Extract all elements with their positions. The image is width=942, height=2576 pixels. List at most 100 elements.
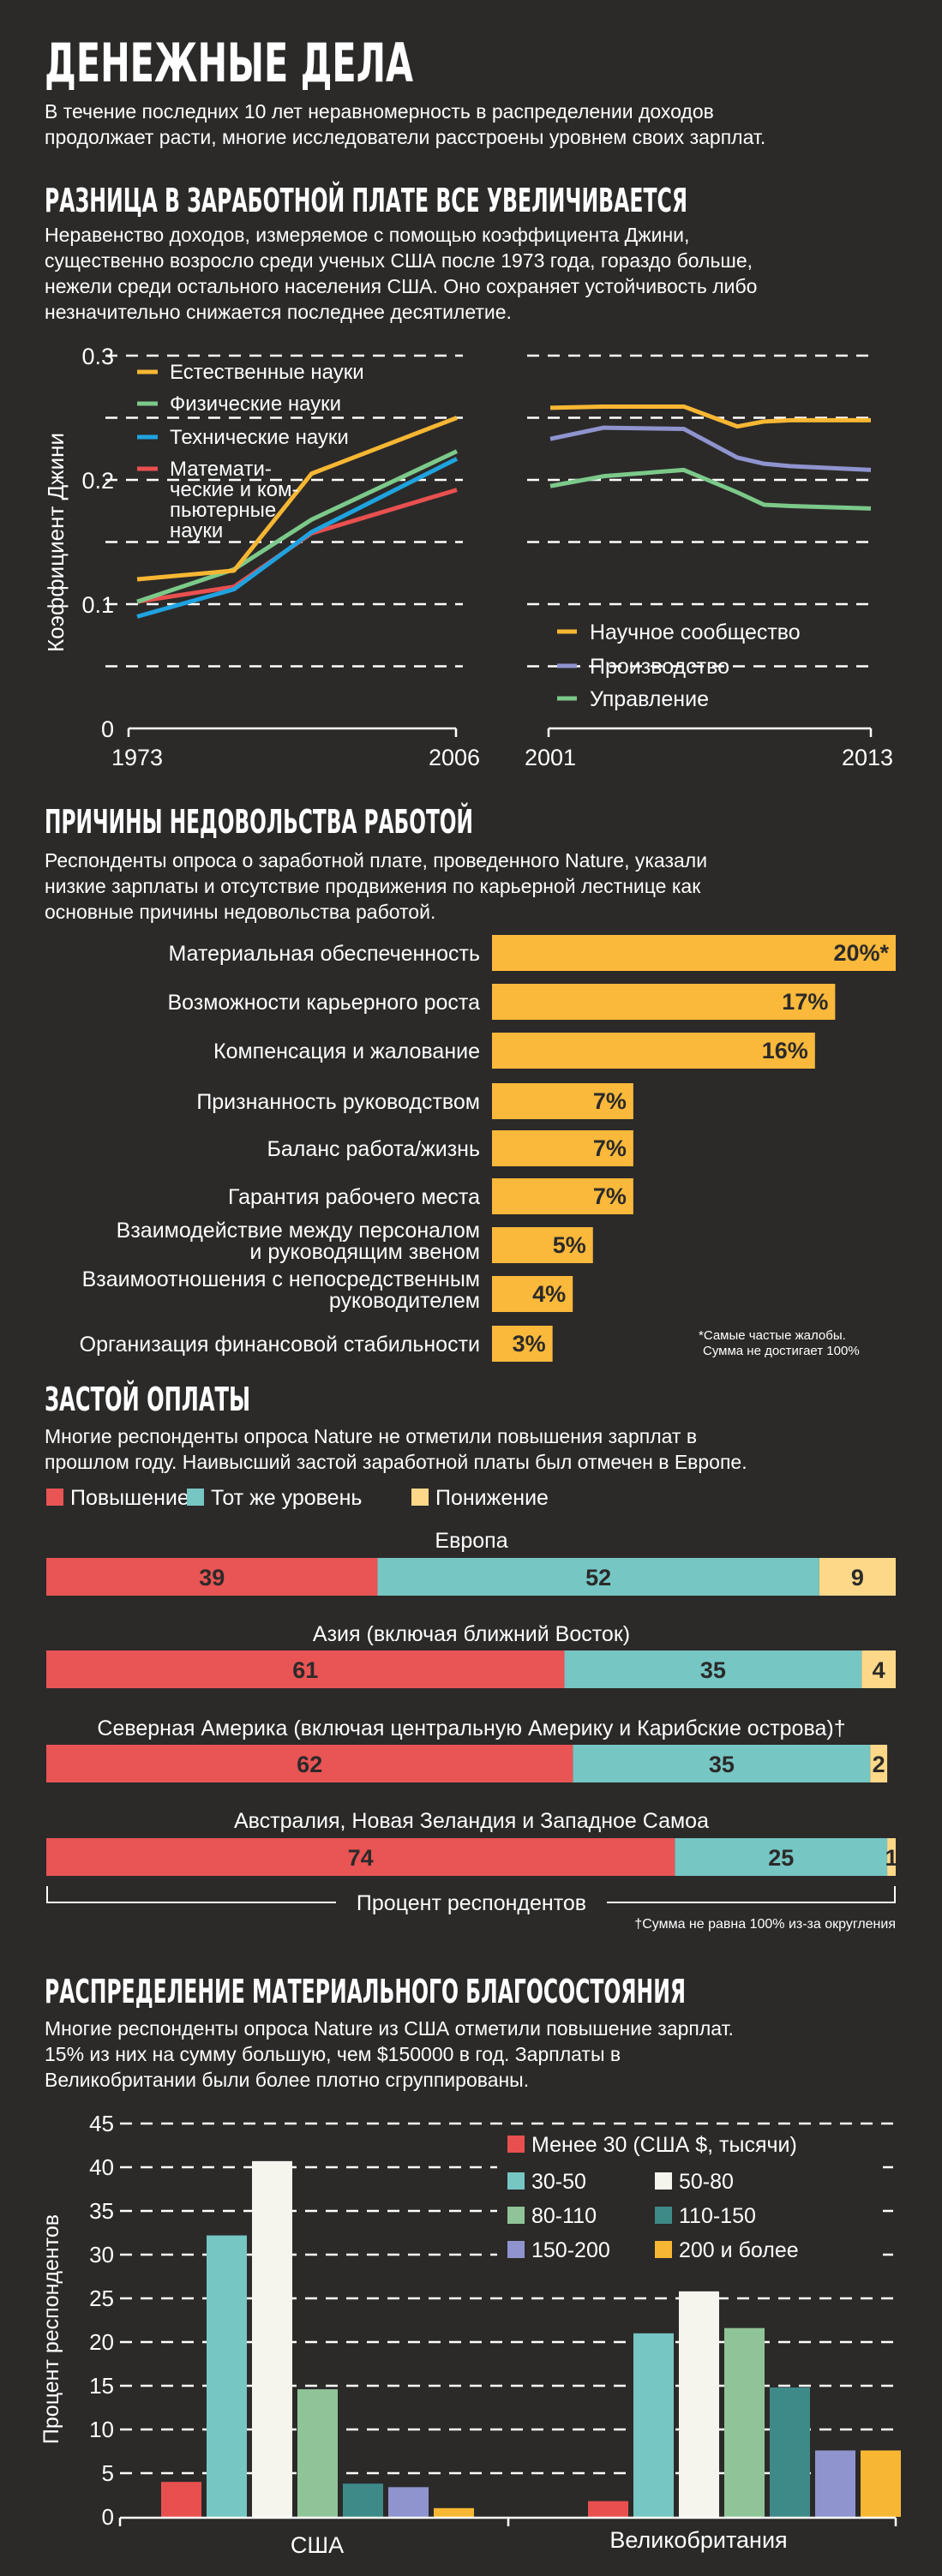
line-series xyxy=(136,449,459,604)
group-title: Австралия, Новая Зеландия и Западное Сам… xyxy=(234,1809,709,1833)
bar-value-label: 7% xyxy=(593,1135,627,1161)
section-title-dissatisfaction: ПРИЧИНЫ НЕДОВОЛЬСТВА РАБОТОЙ xyxy=(45,803,473,841)
bar-category-label: Взаимодействие между персоналом xyxy=(117,1219,480,1243)
bar-category-label: Компенсация и жалование xyxy=(213,1039,480,1063)
legend-swatch xyxy=(655,2172,672,2190)
bar-value-label: 7% xyxy=(593,1183,627,1209)
bar xyxy=(492,984,836,1020)
legend-label: Повышение xyxy=(70,1486,189,1510)
bar-category-label: Гарантия рабочего места xyxy=(228,1185,480,1209)
line-series xyxy=(549,467,872,511)
section3-text-2: прошлом году. Наивысший застой заработно… xyxy=(45,1451,747,1473)
segment-value-label: 9 xyxy=(851,1565,864,1591)
stacked-segment xyxy=(887,1838,896,1876)
bar xyxy=(861,2450,901,2517)
bar xyxy=(492,1130,633,1166)
legend-swatch xyxy=(507,2207,525,2224)
bar-category-label: Возможности карьерного роста xyxy=(167,991,480,1015)
segment-value-label: 62 xyxy=(297,1752,322,1777)
bar xyxy=(633,2333,674,2517)
y-tick-label: 30 xyxy=(89,2242,114,2267)
stacked-segment xyxy=(46,1838,675,1876)
bar xyxy=(815,2450,855,2517)
legend-label: Научное сообщество xyxy=(590,620,801,644)
legend-label: Управление xyxy=(590,687,709,711)
x-axis-label: Процент респондентов xyxy=(357,1891,586,1915)
x-tick-label: 2006 xyxy=(429,745,480,770)
line-series xyxy=(136,457,459,619)
bar-category-label: Баланс работа/жизнь xyxy=(267,1137,480,1161)
line-series xyxy=(136,416,458,582)
x-category-label: Великобритания xyxy=(609,2527,787,2553)
stacked-segment xyxy=(870,1745,888,1782)
section4-text-3: Великобритании были более плотно сгруппи… xyxy=(45,2069,529,2091)
line-series xyxy=(549,425,872,472)
bar xyxy=(207,2235,247,2517)
section2-text-3: основные причины недовольства работой. xyxy=(45,901,435,923)
bar-category-label: Материальная обеспеченность xyxy=(169,942,481,966)
segment-value-label: 61 xyxy=(292,1657,318,1683)
section4-text-1: Многие респонденты опроса Nature из США … xyxy=(45,2017,734,2040)
y-tick-label: 45 xyxy=(89,2111,114,2136)
legend-label: 200 и более xyxy=(679,2238,799,2262)
legend-background xyxy=(497,2131,883,2268)
bar-category-label: и руководящим звеном xyxy=(249,1240,480,1264)
y-tick-label: 40 xyxy=(89,2154,114,2180)
intro-line-1: В течение последних 10 лет неравномернос… xyxy=(45,100,714,123)
section1-text-4: незначительно снижается последнее десяти… xyxy=(45,301,512,323)
bar xyxy=(492,1033,815,1069)
bar-value-label: 3% xyxy=(513,1331,546,1357)
bar-category-label: Признанность руководством xyxy=(196,1090,480,1114)
segment-value-label: 35 xyxy=(709,1752,735,1777)
legend-label: науки xyxy=(170,519,223,542)
wealth-chart: 0 5 10 15 20 25 30 35 40 45 Процент респондентов Ме… xyxy=(39,2111,901,2558)
y-tick-label: 0 xyxy=(102,2504,114,2530)
bar-value-label: 20%* xyxy=(833,940,889,966)
y-tick-label: 0.1 xyxy=(81,592,114,618)
bar xyxy=(252,2160,292,2517)
section3-text-1: Многие респонденты опроса Nature не отме… xyxy=(45,1425,697,1447)
x-tick-label: 1973 xyxy=(111,745,163,770)
bar-value-label: 17% xyxy=(782,989,828,1015)
bar xyxy=(679,2291,719,2517)
line-series xyxy=(549,404,871,429)
legend-label: 80-110 xyxy=(531,2204,597,2228)
section-title-stagnation: ЗАСТОЙ ОПЛАТЫ xyxy=(45,1381,250,1418)
intro-line-2: продолжает расти, многие исследователи р… xyxy=(45,126,765,148)
legend-label: Естественные науки xyxy=(170,361,364,384)
reasons-chart: 20%* Материальная обеспеченность 17% Возмож… xyxy=(80,935,896,1362)
bar xyxy=(492,935,896,971)
legend-label: Математи- xyxy=(170,458,272,481)
segment-value-label: 74 xyxy=(348,1845,374,1871)
section-title-pay-gap: РАЗНИЦА В ЗАРАБОТНОЙ ПЛАТЕ ВСЕ УВЕЛИЧИВА… xyxy=(45,182,687,219)
legend-label: Физические науки xyxy=(170,392,341,416)
bar xyxy=(161,2482,201,2517)
legend-swatch xyxy=(507,2172,525,2190)
y-tick-label: 15 xyxy=(89,2373,114,2399)
bar xyxy=(492,1083,633,1119)
stacked-segment xyxy=(675,1838,888,1876)
gini-chart: 0 0.1 0.2 0.3 Коэффициент Джини 1973 2006 2001 2… xyxy=(43,344,893,770)
y-tick-label: 0 xyxy=(101,716,114,742)
stacked-segment xyxy=(819,1558,896,1596)
legend-swatch xyxy=(655,2207,672,2224)
legend-label: Тот же уровень xyxy=(211,1486,362,1510)
bar xyxy=(770,2387,810,2517)
y-tick-label: 10 xyxy=(89,2417,114,2442)
bar xyxy=(434,2507,474,2517)
segment-value-label: 52 xyxy=(585,1565,611,1591)
segment-value-label: 2 xyxy=(873,1752,885,1777)
bar-value-label: 5% xyxy=(553,1232,586,1258)
bracket-label-bg xyxy=(336,1892,607,1914)
stacked-segment xyxy=(573,1745,871,1782)
legend-swatch xyxy=(655,2241,672,2258)
x-category-label: США xyxy=(291,2532,344,2558)
section1-text-1: Неравенство доходов, измеряемое с помощь… xyxy=(45,224,689,246)
section1-text-3: нежели среди остального населения США. О… xyxy=(45,275,757,297)
y-tick-label: 0.3 xyxy=(81,344,114,369)
bar-category-label: Взаимоотношения с непосредственным xyxy=(82,1267,480,1291)
group-title: Азия (включая ближний Восток) xyxy=(313,1622,630,1646)
bar-value-label: 7% xyxy=(593,1088,627,1114)
segment-value-label: 25 xyxy=(768,1845,794,1871)
